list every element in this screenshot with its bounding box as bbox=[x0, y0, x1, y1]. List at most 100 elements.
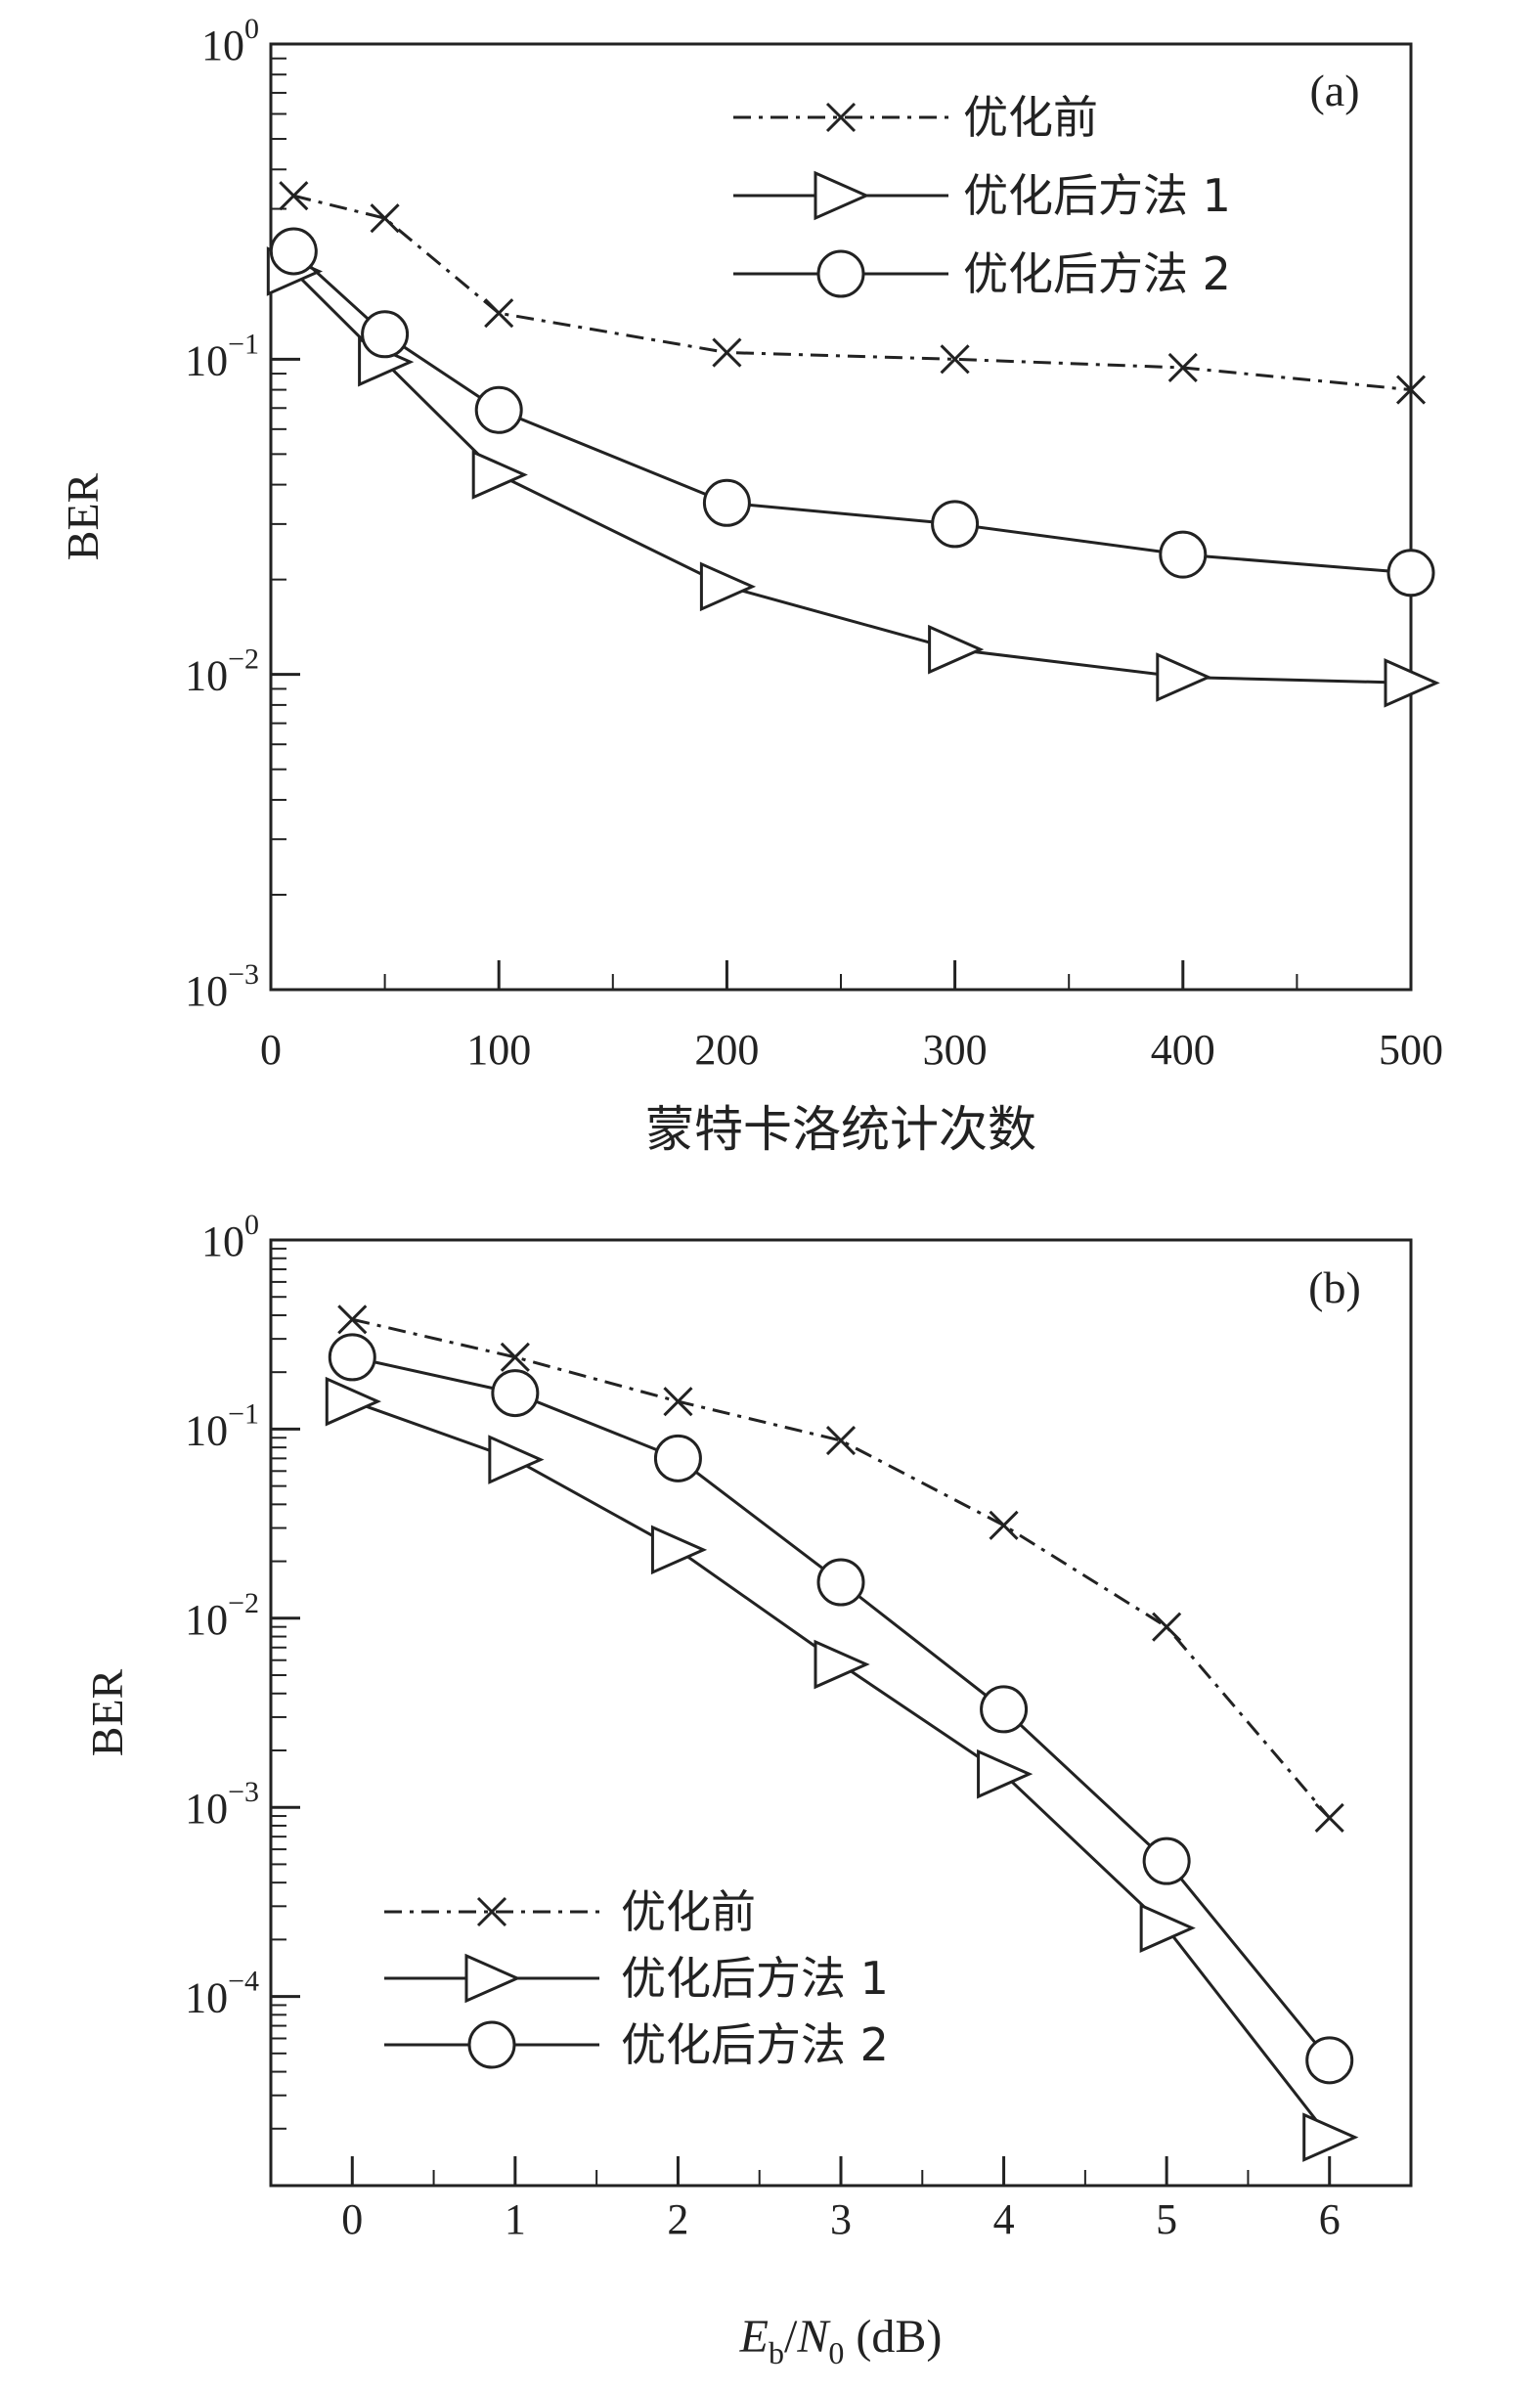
y-tick-label: 10−1 bbox=[185, 328, 259, 384]
y-tick-exponent: 0 bbox=[244, 13, 259, 45]
data-point bbox=[977, 1748, 1034, 1799]
x-tick-label: 3 bbox=[830, 2195, 852, 2243]
legend-item: 优化前 bbox=[733, 91, 1098, 144]
data-point bbox=[702, 478, 751, 527]
data-point bbox=[269, 227, 318, 276]
y-tick-exponent: −1 bbox=[228, 328, 259, 360]
y-tick-base: 10 bbox=[185, 1596, 228, 1644]
data-point bbox=[328, 1333, 376, 1382]
y-tick-exponent: −1 bbox=[228, 1397, 259, 1430]
data-point bbox=[928, 624, 985, 675]
x-tick-label: 500 bbox=[1379, 1026, 1443, 1074]
y-tick-label: 10−4 bbox=[185, 1966, 259, 2022]
data-point bbox=[712, 337, 742, 368]
legend-marker bbox=[814, 170, 870, 221]
y-tick-label: 10−2 bbox=[185, 643, 259, 700]
series-2 bbox=[266, 246, 1440, 708]
data-point bbox=[361, 310, 410, 359]
y-tick-exponent: −2 bbox=[228, 1587, 259, 1619]
x-tick-label: 300 bbox=[923, 1026, 988, 1074]
y-tick-label: 100 bbox=[201, 1209, 259, 1265]
x-tick-label: 0 bbox=[260, 1026, 282, 1074]
y-tick-base: 10 bbox=[201, 22, 244, 69]
y-tick-base: 10 bbox=[185, 1974, 228, 2022]
series-1 bbox=[279, 181, 1427, 405]
y-axis-label: BER bbox=[58, 472, 108, 560]
data-point bbox=[500, 1342, 530, 1372]
series-3 bbox=[269, 227, 1435, 597]
data-point bbox=[370, 203, 400, 234]
panel-label: (a) bbox=[1309, 66, 1359, 115]
data-point bbox=[1395, 375, 1427, 405]
legend-item: 优化前 bbox=[384, 1885, 756, 1938]
data-point bbox=[1142, 1836, 1191, 1885]
legend-label: 优化后方法 1 bbox=[621, 1952, 889, 2005]
y-tick-label: 10−2 bbox=[185, 1587, 259, 1644]
data-point bbox=[491, 1369, 540, 1418]
series-line bbox=[292, 249, 1412, 575]
data-point bbox=[279, 181, 309, 211]
x-axis-label: Eb/N0 (dB) bbox=[739, 2311, 943, 2370]
series-1 bbox=[337, 1305, 1344, 1833]
y-tick-exponent: −3 bbox=[228, 958, 259, 991]
data-point bbox=[650, 1525, 708, 1575]
data-point bbox=[1386, 549, 1435, 597]
data-point bbox=[488, 1435, 545, 1484]
legend-marker bbox=[476, 1896, 507, 1927]
y-tick-label: 100 bbox=[201, 13, 259, 69]
data-point bbox=[1152, 1612, 1182, 1642]
series-line bbox=[292, 270, 1412, 685]
data-point bbox=[931, 500, 980, 549]
data-point bbox=[1159, 530, 1208, 579]
x-axis-label-main2: N bbox=[796, 2311, 831, 2363]
data-point bbox=[825, 1426, 857, 1456]
data-point bbox=[337, 1305, 368, 1335]
legend-marker bbox=[825, 102, 857, 133]
legend-marker bbox=[467, 2020, 516, 2069]
y-tick-exponent: −3 bbox=[228, 1776, 259, 1808]
panel-label: (b) bbox=[1308, 1262, 1361, 1312]
data-point bbox=[1156, 652, 1212, 702]
x-axis-label-sub2: 0 bbox=[828, 2335, 844, 2370]
x-tick-label: 100 bbox=[466, 1026, 531, 1074]
x-tick-label: 200 bbox=[694, 1026, 759, 1074]
x-tick-label: 400 bbox=[1151, 1026, 1215, 1074]
data-point bbox=[484, 298, 514, 329]
y-tick-exponent: −4 bbox=[228, 1966, 259, 1998]
legend-item: 优化后方法 2 bbox=[733, 247, 1231, 300]
y-tick-base: 10 bbox=[185, 652, 228, 700]
data-point bbox=[325, 1376, 381, 1427]
data-point bbox=[1384, 658, 1440, 708]
y-tick-base: 10 bbox=[185, 1406, 228, 1454]
y-tick-label: 10−3 bbox=[185, 1776, 259, 1833]
legend-marker bbox=[816, 249, 865, 298]
data-point bbox=[471, 450, 528, 500]
y-tick-base: 10 bbox=[185, 967, 228, 1015]
data-point bbox=[1167, 352, 1198, 383]
data-point bbox=[980, 1685, 1029, 1734]
x-axis-label-unit: (dB) bbox=[844, 2311, 942, 2363]
series-3 bbox=[328, 1333, 1354, 2085]
y-tick-exponent: −2 bbox=[228, 643, 259, 676]
x-tick-label: 4 bbox=[993, 2195, 1015, 2243]
y-tick-exponent: 0 bbox=[244, 1209, 259, 1241]
data-point bbox=[816, 1558, 865, 1607]
x-axis-label-sub1: b bbox=[769, 2335, 784, 2370]
data-point bbox=[1305, 2036, 1354, 2085]
y-tick-label: 10−1 bbox=[185, 1397, 259, 1454]
legend-item: 优化后方法 2 bbox=[384, 2018, 889, 2071]
x-axis-label-main1: E bbox=[739, 2311, 769, 2363]
data-point bbox=[989, 1510, 1019, 1540]
x-tick-label: 5 bbox=[1156, 2195, 1177, 2243]
legend-item: 优化后方法 1 bbox=[733, 169, 1231, 222]
data-point bbox=[474, 385, 523, 434]
y-tick-base: 10 bbox=[201, 1217, 244, 1265]
legend-label: 优化前 bbox=[963, 91, 1098, 144]
legend-label: 优化前 bbox=[621, 1885, 756, 1938]
x-axis-label: 蒙特卡洛统计次数 bbox=[645, 1101, 1036, 1158]
y-tick-label: 10−3 bbox=[185, 958, 259, 1015]
